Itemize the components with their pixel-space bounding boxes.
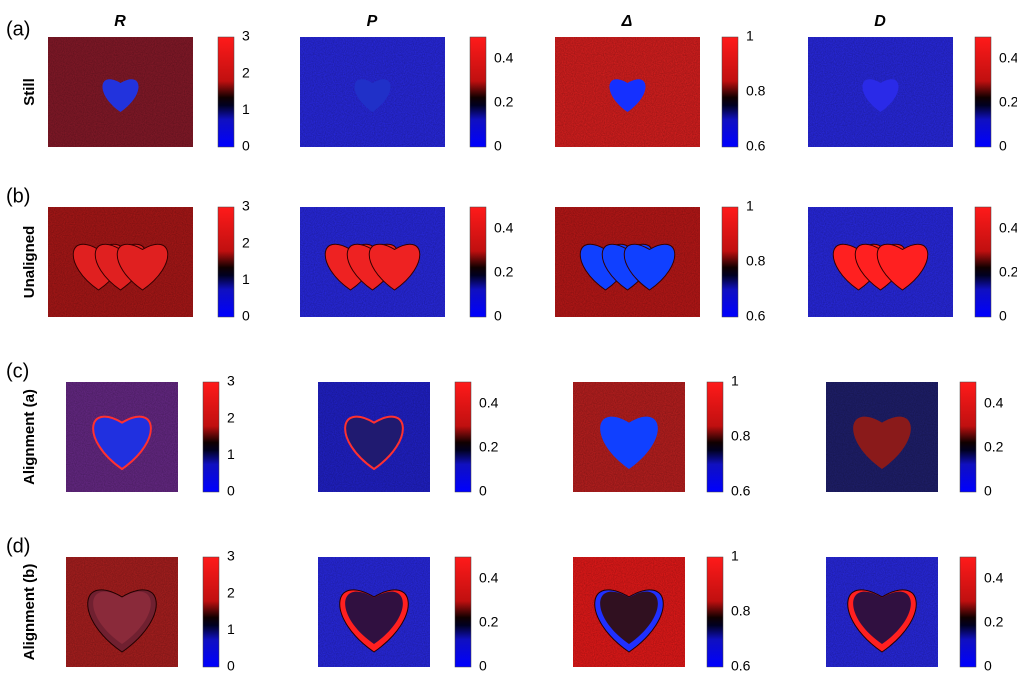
colorbar-tick-label: 1 bbox=[227, 446, 235, 462]
colorbar bbox=[218, 37, 234, 147]
colorbar-tick-label: 3 bbox=[227, 373, 235, 389]
colorbar-tick-label: 0.2 bbox=[494, 264, 514, 280]
panel-letter: (a) bbox=[6, 18, 30, 40]
colorbar-tick-label: 1 bbox=[731, 548, 739, 564]
panel-image bbox=[48, 37, 193, 147]
panel-image bbox=[48, 207, 193, 317]
colorbar-tick-label: 3 bbox=[242, 28, 250, 44]
colorbar bbox=[707, 557, 723, 667]
colorbar-tick-label: 0.2 bbox=[984, 439, 1004, 455]
colorbar-tick-label: 1 bbox=[227, 621, 235, 637]
colorbar bbox=[203, 382, 219, 492]
panel-image bbox=[318, 382, 430, 492]
figure: R P Δ D (a) Still 3 2 1 0 0.4 0.2 0 1 0.8 0.6 0.4 0.2 0 (b)… bbox=[0, 0, 1017, 677]
colorbar bbox=[470, 207, 486, 317]
colorbar-tick-label: 0.2 bbox=[479, 614, 499, 630]
colorbar bbox=[218, 207, 234, 317]
colorbar-tick-label: 0.4 bbox=[999, 50, 1017, 66]
row-label: Unaligned bbox=[21, 226, 38, 299]
colorbar-tick-label: 1 bbox=[242, 101, 250, 117]
colorbar-tick-label: 0.4 bbox=[494, 50, 514, 66]
colorbar-tick-label: 1 bbox=[746, 198, 754, 214]
colorbar-tick-label: 0.8 bbox=[731, 428, 751, 444]
row-label: Alignment (a) bbox=[21, 389, 38, 485]
panel-image bbox=[300, 207, 445, 317]
colorbar-tick-label: 3 bbox=[242, 198, 250, 214]
panel-image bbox=[808, 207, 953, 317]
colorbar bbox=[960, 557, 976, 667]
column-header: Δ bbox=[621, 13, 633, 30]
colorbar-tick-label: 2 bbox=[227, 409, 235, 425]
panel-image bbox=[66, 382, 178, 492]
colorbar-tick-label: 0.6 bbox=[746, 138, 766, 154]
colorbar-tick-label: 0 bbox=[494, 138, 502, 154]
column-header: D bbox=[874, 13, 886, 30]
colorbar-tick-label: 0.4 bbox=[479, 395, 499, 411]
panel-image bbox=[555, 37, 700, 147]
colorbar-tick-label: 0.8 bbox=[746, 83, 766, 99]
colorbar bbox=[975, 207, 991, 317]
colorbar-tick-label: 0.6 bbox=[746, 308, 766, 324]
panel-letter: (d) bbox=[6, 535, 30, 557]
row-label: Still bbox=[21, 78, 38, 106]
colorbar-tick-label: 1 bbox=[746, 28, 754, 44]
colorbar-tick-label: 0 bbox=[242, 138, 250, 154]
colorbar-tick-label: 0 bbox=[494, 308, 502, 324]
panel-letter: (c) bbox=[6, 360, 29, 382]
colorbar-tick-label: 0 bbox=[984, 658, 992, 674]
column-header: P bbox=[367, 13, 378, 30]
colorbar bbox=[707, 382, 723, 492]
colorbar bbox=[455, 557, 471, 667]
panel-image bbox=[573, 557, 685, 667]
colorbar-tick-label: 1 bbox=[731, 373, 739, 389]
colorbar-tick-label: 0.4 bbox=[999, 220, 1017, 236]
colorbar bbox=[455, 382, 471, 492]
colorbar bbox=[722, 207, 738, 317]
colorbar-tick-label: 0 bbox=[984, 483, 992, 499]
colorbar-tick-label: 0 bbox=[227, 658, 235, 674]
colorbar-tick-label: 0 bbox=[999, 308, 1007, 324]
panel-image bbox=[573, 382, 685, 492]
panel-image bbox=[318, 557, 430, 667]
colorbar-tick-label: 0.2 bbox=[984, 614, 1004, 630]
colorbar-tick-label: 0 bbox=[242, 308, 250, 324]
colorbar-tick-label: 0.8 bbox=[746, 253, 766, 269]
colorbar bbox=[960, 382, 976, 492]
panel-image bbox=[808, 37, 953, 147]
colorbar bbox=[722, 37, 738, 147]
column-header: R bbox=[114, 13, 126, 30]
row-label: Alignment (b) bbox=[21, 564, 38, 661]
colorbar-tick-label: 0.2 bbox=[494, 94, 514, 110]
colorbar-tick-label: 2 bbox=[227, 584, 235, 600]
colorbar-tick-label: 0.2 bbox=[999, 264, 1017, 280]
colorbar bbox=[470, 37, 486, 147]
colorbar-tick-label: 2 bbox=[242, 64, 250, 80]
colorbar-tick-label: 0 bbox=[999, 138, 1007, 154]
colorbar-tick-label: 0 bbox=[227, 483, 235, 499]
colorbar-tick-label: 3 bbox=[227, 548, 235, 564]
panel-image bbox=[300, 37, 445, 147]
colorbar-tick-label: 0 bbox=[479, 483, 487, 499]
colorbar-tick-label: 2 bbox=[242, 234, 250, 250]
colorbar-tick-label: 0.6 bbox=[731, 658, 751, 674]
colorbar-tick-label: 0.8 bbox=[731, 603, 751, 619]
colorbar-tick-label: 0.4 bbox=[984, 570, 1004, 586]
colorbar-tick-label: 0 bbox=[479, 658, 487, 674]
colorbar-tick-label: 1 bbox=[242, 271, 250, 287]
panel-image bbox=[826, 382, 938, 492]
colorbar-tick-label: 0.4 bbox=[984, 395, 1004, 411]
colorbar bbox=[203, 557, 219, 667]
colorbar-tick-label: 0.4 bbox=[494, 220, 514, 236]
panel-letter: (b) bbox=[6, 185, 30, 207]
colorbar bbox=[975, 37, 991, 147]
colorbar-tick-label: 0.2 bbox=[999, 94, 1017, 110]
panel-image bbox=[555, 207, 700, 317]
panel-image bbox=[826, 557, 938, 667]
panel-image bbox=[66, 557, 178, 667]
colorbar-tick-label: 0.2 bbox=[479, 439, 499, 455]
colorbar-tick-label: 0.6 bbox=[731, 483, 751, 499]
colorbar-tick-label: 0.4 bbox=[479, 570, 499, 586]
